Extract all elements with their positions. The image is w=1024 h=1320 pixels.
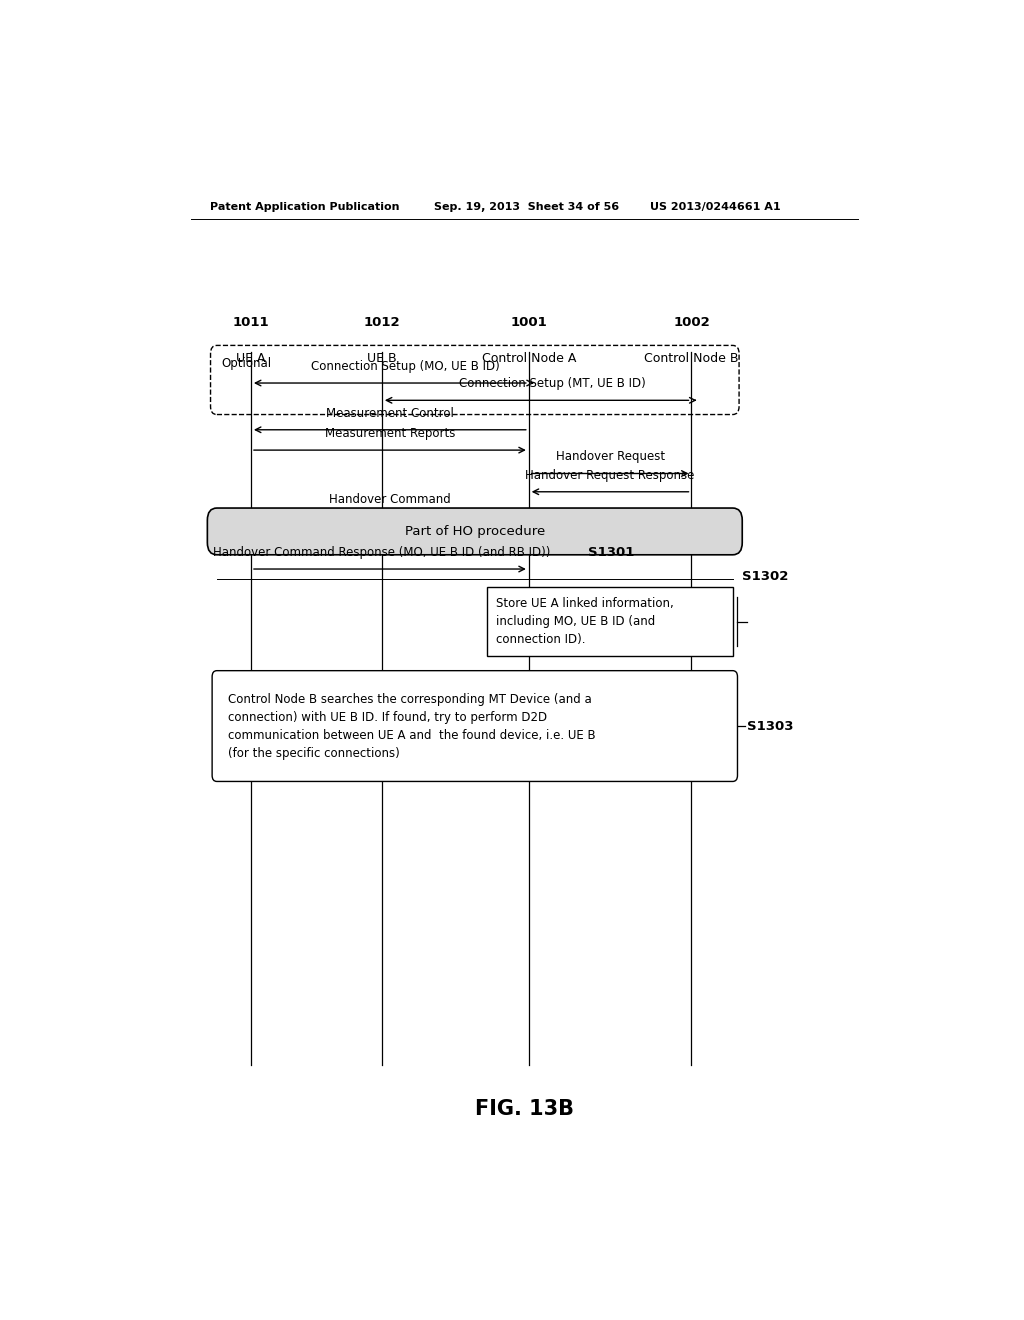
Text: S1303: S1303 — [748, 719, 794, 733]
Text: Handover Command Response (MO, UE B ID (and RB ID)): Handover Command Response (MO, UE B ID (… — [213, 546, 551, 558]
Text: Handover Request: Handover Request — [556, 450, 665, 463]
FancyBboxPatch shape — [486, 587, 733, 656]
Text: Handover Request Response: Handover Request Response — [525, 469, 695, 482]
FancyBboxPatch shape — [207, 508, 742, 554]
Text: UE A: UE A — [237, 351, 266, 364]
Text: Sep. 19, 2013  Sheet 34 of 56: Sep. 19, 2013 Sheet 34 of 56 — [433, 202, 618, 213]
Text: 1002: 1002 — [673, 317, 710, 329]
Text: FIG. 13B: FIG. 13B — [475, 1098, 574, 1119]
Text: 1001: 1001 — [510, 317, 547, 329]
Text: Optional: Optional — [221, 356, 271, 370]
Text: 1011: 1011 — [232, 317, 269, 329]
Text: Store UE A linked information,
including MO, UE B ID (and
connection ID).: Store UE A linked information, including… — [497, 598, 674, 647]
Text: Handover Command: Handover Command — [329, 492, 451, 506]
Text: S1302: S1302 — [742, 570, 788, 583]
Text: Control Node A: Control Node A — [481, 351, 575, 364]
Text: S1301: S1301 — [588, 546, 635, 558]
Text: Control Node B: Control Node B — [644, 351, 738, 364]
Text: Connection Setup (MO, UE B ID): Connection Setup (MO, UE B ID) — [311, 360, 500, 372]
FancyBboxPatch shape — [212, 671, 737, 781]
Text: Measurement Reports: Measurement Reports — [325, 426, 455, 440]
Text: Patent Application Publication: Patent Application Publication — [210, 202, 399, 213]
Text: Control Node B searches the corresponding MT Device (and a
connection) with UE B: Control Node B searches the correspondin… — [228, 693, 596, 759]
Text: 1012: 1012 — [364, 317, 400, 329]
Text: Measurement Control: Measurement Control — [326, 407, 454, 420]
Text: Part of HO procedure: Part of HO procedure — [404, 525, 545, 539]
Text: Connection Setup (MT, UE B ID): Connection Setup (MT, UE B ID) — [459, 378, 646, 391]
Text: US 2013/0244661 A1: US 2013/0244661 A1 — [650, 202, 781, 213]
Text: UE B: UE B — [368, 351, 396, 364]
